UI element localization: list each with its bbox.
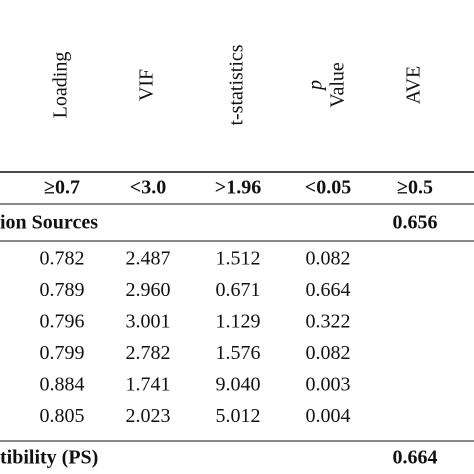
section-title: tibility (PS)	[0, 447, 98, 469]
cell: 0.322	[306, 311, 351, 333]
cell: 3.001	[126, 311, 171, 333]
cell: 0.004	[306, 405, 351, 427]
cell: 1.512	[216, 248, 261, 270]
threshold: >1.96	[215, 177, 261, 199]
cell: 1.576	[216, 342, 261, 364]
column-header: Value	[327, 62, 349, 108]
cell: 1.741	[126, 374, 171, 396]
column-header: p	[305, 80, 327, 92]
section-ave: 0.656	[393, 212, 438, 234]
threshold: ≥0.5	[397, 177, 433, 199]
cell: 0.799	[40, 342, 85, 364]
cell: 2.960	[126, 279, 171, 301]
cell: 0.671	[216, 279, 261, 301]
cell: 0.082	[306, 248, 351, 270]
column-header: VIF	[136, 69, 158, 101]
threshold: ≥0.7	[44, 177, 80, 199]
cell: 0.796	[40, 311, 85, 333]
threshold: <0.05	[305, 177, 351, 199]
column-header: Loading	[50, 52, 72, 119]
cell: 0.789	[40, 279, 85, 301]
cell: 0.805	[40, 405, 85, 427]
cell: 0.003	[306, 374, 351, 396]
cell: 2.487	[126, 248, 171, 270]
section-title: ion Sources	[0, 212, 98, 234]
cell: 2.782	[126, 342, 171, 364]
cell: 0.664	[306, 279, 351, 301]
cell: 0.782	[40, 248, 85, 270]
cell: 9.040	[216, 374, 261, 396]
cell: 5.012	[216, 405, 261, 427]
cell: 0.884	[40, 374, 85, 396]
column-header: AVE	[403, 66, 425, 105]
section-ave: 0.664	[393, 447, 438, 469]
cell: 0.082	[306, 342, 351, 364]
column-header: t-statistics	[226, 44, 248, 125]
cell: 1.129	[216, 311, 261, 333]
cell: 2.023	[126, 405, 171, 427]
threshold: <3.0	[130, 177, 166, 199]
